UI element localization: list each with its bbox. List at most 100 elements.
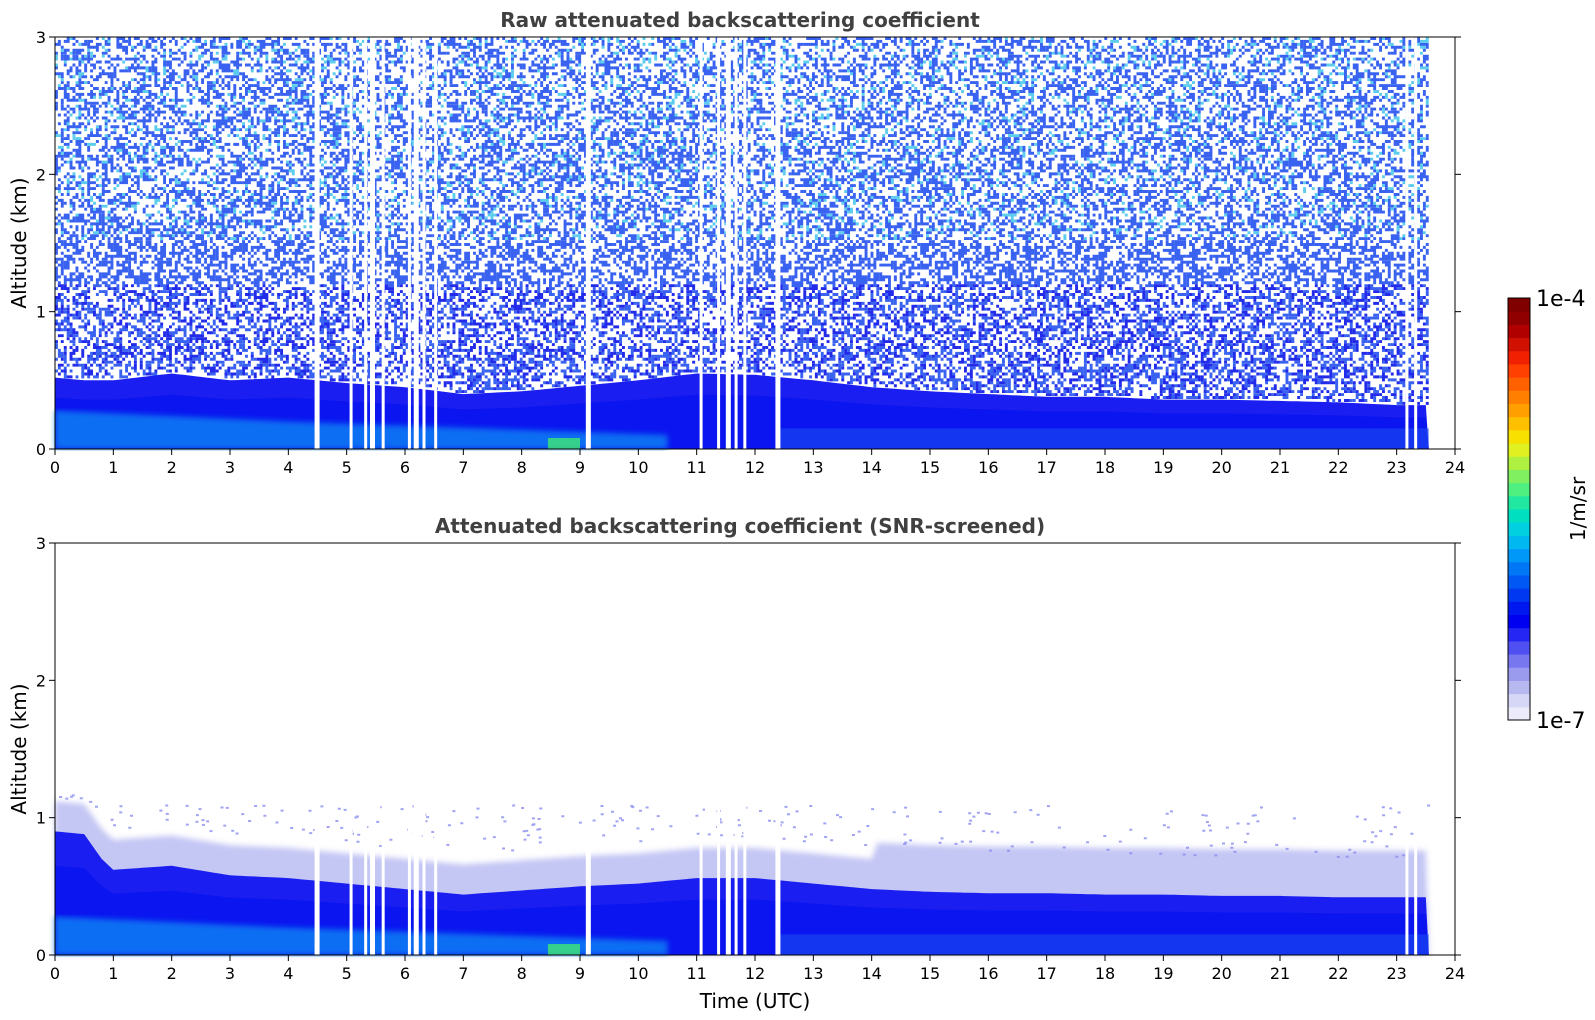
missing-data-gap <box>734 37 738 449</box>
near-surface-aerosol <box>55 410 668 449</box>
x-tick-label: 17 <box>1036 458 1056 477</box>
x-tick-label: 24 <box>1445 458 1465 477</box>
raw-panel-title: Raw attenuated backscattering coefficien… <box>500 8 980 32</box>
x-tick-label: 21 <box>1270 458 1290 477</box>
colorbar-swatch <box>1508 693 1530 708</box>
colorbar-swatch <box>1508 706 1530 721</box>
screened-y-axis-label: Altitude (km) <box>7 683 31 814</box>
x-tick-label: 18 <box>1095 964 1115 983</box>
screened-heatmap-area <box>55 543 1431 955</box>
colorbar: 1e-4 1e-7 1/m/sr <box>1507 287 1590 734</box>
near-surface-aerosol <box>55 916 668 955</box>
screened-backscatter-panel: Attenuated backscattering coefficient (S… <box>7 514 1465 1013</box>
missing-data-gap <box>314 543 320 955</box>
x-tick-label: 16 <box>978 458 998 477</box>
x-tick-label: 12 <box>745 964 765 983</box>
x-tick-label: 2 <box>167 964 177 983</box>
raw-y-axis-label: Altitude (km) <box>7 177 31 308</box>
colorbar-swatch <box>1508 667 1530 681</box>
missing-data-gap <box>725 543 731 955</box>
colorbar-swatch <box>1508 640 1530 655</box>
y-tick-label: 2 <box>36 671 46 690</box>
missing-data-gap <box>1405 37 1409 449</box>
colorbar-unit-label: 1/m/sr <box>1566 476 1590 541</box>
colorbar-swatch <box>1508 324 1530 339</box>
y-tick-label: 1 <box>36 303 46 322</box>
missing-data-gap <box>370 37 375 449</box>
missing-data-gap <box>422 37 426 449</box>
y-tick-label: 0 <box>36 440 46 459</box>
high-backscatter-spot <box>547 944 580 955</box>
colorbar-swatch <box>1508 601 1530 615</box>
missing-data-gap <box>743 543 747 955</box>
colorbar-swatch <box>1508 522 1530 536</box>
missing-data-gap <box>381 543 385 955</box>
x-tick-label: 8 <box>517 964 527 983</box>
x-tick-label: 10 <box>628 964 648 983</box>
colorbar-max-label: 1e-4 <box>1536 287 1585 312</box>
noise-speckle-cyan <box>55 37 1429 241</box>
x-tick-label: 18 <box>1095 458 1115 477</box>
missing-data-gap <box>381 37 385 449</box>
x-tick-label: 4 <box>283 964 293 983</box>
colorbar-swatch <box>1508 588 1530 602</box>
colorbar-swatch <box>1508 469 1530 484</box>
colorbar-swatch <box>1508 311 1530 325</box>
colorbar-swatch <box>1508 416 1530 431</box>
screened-y-ticks: 0 1 2 3 <box>36 534 1461 965</box>
colorbar-swatch <box>1508 377 1530 391</box>
x-tick-label: 1 <box>108 458 118 477</box>
colorbar-swatch <box>1508 390 1530 404</box>
colorbar-swatch <box>1508 561 1530 576</box>
noise-speckle-blue <box>55 37 1429 405</box>
colorbar-swatch <box>1508 548 1530 563</box>
x-tick-label: 0 <box>50 458 60 477</box>
colorbar-swatch <box>1508 654 1530 668</box>
x-tick-label: 7 <box>458 964 468 983</box>
missing-data-gap <box>1414 543 1418 955</box>
colorbar-swatch <box>1508 363 1530 378</box>
x-tick-label: 12 <box>745 458 765 477</box>
x-tick-label: 6 <box>400 458 410 477</box>
x-tick-label: 3 <box>225 458 235 477</box>
missing-data-gap <box>717 37 721 449</box>
y-tick-label: 1 <box>36 809 46 828</box>
colorbar-swatch <box>1508 456 1530 470</box>
noise-speckle-dark <box>55 284 1429 405</box>
missing-data-gap <box>314 37 320 449</box>
colorbar-swatch <box>1508 680 1530 695</box>
x-tick-label: 21 <box>1270 964 1290 983</box>
missing-data-gap <box>775 37 781 449</box>
x-tick-label: 0 <box>50 964 60 983</box>
high-backscatter-spot <box>547 438 580 449</box>
y-tick-label: 3 <box>36 534 46 553</box>
missing-data-gap <box>349 543 353 955</box>
surface-layer-strip <box>778 428 1429 449</box>
x-tick-label: 9 <box>575 964 585 983</box>
raw-backscatter-panel: Raw attenuated backscattering coefficien… <box>7 8 1465 477</box>
x-tick-label: 6 <box>400 964 410 983</box>
x-tick-label: 14 <box>861 964 881 983</box>
x-tick-label: 14 <box>861 458 881 477</box>
y-tick-label: 2 <box>36 165 46 184</box>
missing-data-gap <box>1405 543 1409 955</box>
x-tick-label: 22 <box>1328 458 1348 477</box>
colorbar-swatch <box>1508 443 1530 457</box>
missing-data-gap <box>585 37 591 449</box>
x-tick-label: 19 <box>1153 458 1173 477</box>
missing-data-gap <box>699 37 703 449</box>
x-tick-label: 3 <box>225 964 235 983</box>
x-tick-label: 2 <box>167 458 177 477</box>
x-axis-label: Time (UTC) <box>699 989 811 1013</box>
colorbar-swatch <box>1508 614 1530 629</box>
surface-layer-strip <box>778 934 1429 955</box>
x-tick-label: 17 <box>1036 964 1056 983</box>
colorbar-swatch <box>1508 403 1530 418</box>
missing-data-gap <box>734 543 738 955</box>
colorbar-swatches <box>1508 298 1530 721</box>
x-tick-label: 8 <box>517 458 527 477</box>
missing-data-gap <box>434 37 438 449</box>
screened-speckles <box>59 794 1431 858</box>
colorbar-swatch <box>1508 495 1530 510</box>
